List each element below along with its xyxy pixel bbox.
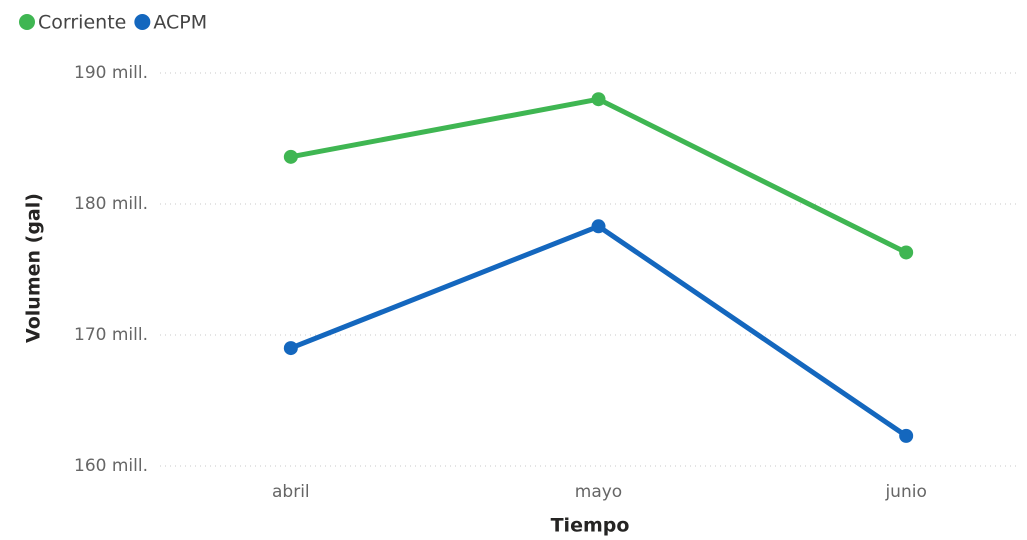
data-point [591, 92, 606, 107]
data-point [899, 245, 914, 260]
legend-label: ACPM [153, 12, 207, 34]
x-tick-label: junio [884, 482, 926, 502]
y-tick-label: 180 mill. [74, 194, 148, 214]
legend-swatch [19, 14, 35, 30]
legend-swatch [134, 14, 151, 30]
series-line [289, 223, 908, 438]
data-point [283, 341, 298, 356]
x-tick-label: mayo [575, 482, 622, 502]
legend-label: Corriente [38, 12, 126, 34]
data-point [899, 428, 914, 443]
x-tick-label: abril [272, 482, 310, 502]
y-tick-label: 190 mill. [74, 63, 148, 83]
x-axis-title: Tiempo [551, 515, 630, 537]
data-point [591, 219, 606, 234]
y-axis-title: Volumen (gal) [23, 193, 45, 343]
data-point [283, 149, 298, 164]
y-tick-label: 170 mill. [74, 325, 148, 345]
y-tick-label: 160 mill. [74, 456, 148, 476]
